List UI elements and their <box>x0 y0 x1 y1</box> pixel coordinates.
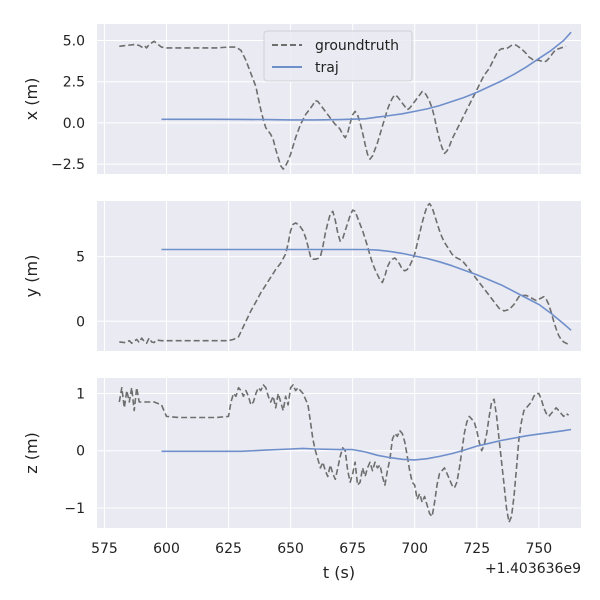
ytick-label-1-0: 0 <box>76 314 85 330</box>
series-traj-panel-0 <box>161 31 572 121</box>
xtick-label-1: 600 <box>153 541 180 557</box>
xtick-label-2: 625 <box>215 541 242 557</box>
ytick-label-0-1: 0.0 <box>63 116 85 132</box>
series-groundtruth-panel-2 <box>118 384 570 524</box>
x-offset-label: +1.403636e9 <box>485 561 581 577</box>
series-traj-panel-2 <box>161 428 572 461</box>
ytick-label-2-1: 0 <box>76 444 85 460</box>
axes-y-background <box>97 201 581 351</box>
xlabel: t (s) <box>323 563 355 582</box>
series-traj-panel-1 <box>161 248 572 331</box>
xtick-label-3: 650 <box>277 541 304 557</box>
ytick-label-1-1: 5 <box>76 250 85 266</box>
ytick-label-0-3: 5.0 <box>63 33 85 49</box>
ytick-label-0-2: 2.5 <box>63 75 85 91</box>
legend-groundtruth-label: groundtruth <box>315 38 399 54</box>
series-groundtruth-panel-1 <box>119 202 569 346</box>
ytick-label-0-0: −2.5 <box>51 157 85 173</box>
ytick-label-2-2: 1 <box>76 386 85 402</box>
ylabel-z: z (m) <box>22 432 41 474</box>
ytick-label-2-0: −1 <box>64 501 85 517</box>
xtick-label-7: 750 <box>525 541 552 557</box>
xtick-label-4: 675 <box>339 541 366 557</box>
tick-layer: −2.5 0.0 2.5 5.0 0 5 −1 0 1 575 600 625 650 675 700 725… <box>51 33 552 557</box>
xtick-label-6: 725 <box>463 541 490 557</box>
ylabel-y: y (m) <box>22 255 41 298</box>
legend-traj-label: traj <box>315 60 339 76</box>
xtick-label-0: 575 <box>91 541 118 557</box>
legend-frame <box>263 30 413 82</box>
legend: groundtruth traj <box>263 30 413 82</box>
series-layer <box>118 31 572 524</box>
series-groundtruth-panel-0 <box>119 40 567 170</box>
ylabel-x: x (m) <box>22 78 41 121</box>
axes-z-background <box>97 378 581 528</box>
xtick-label-5: 700 <box>401 541 428 557</box>
